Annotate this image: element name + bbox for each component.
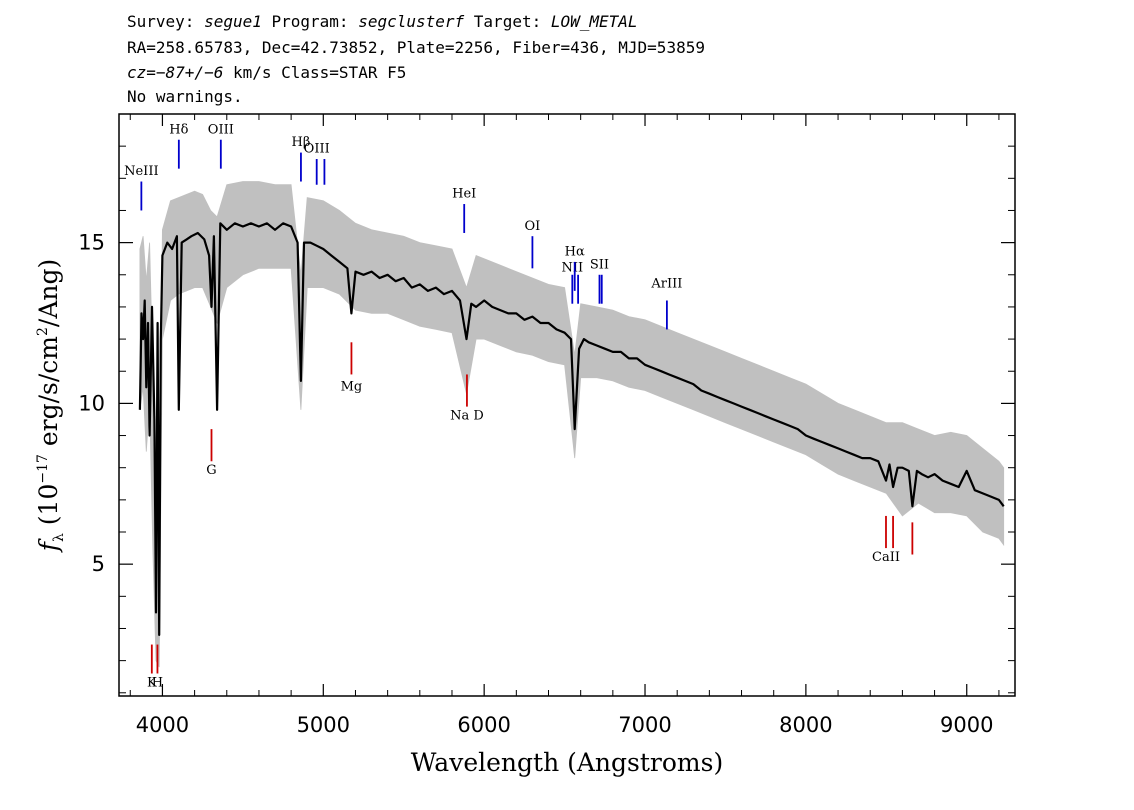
- x-tick-label: 8000: [779, 713, 832, 737]
- absorption-line-label: CaII: [872, 550, 900, 565]
- x-tick-label: 5000: [297, 713, 350, 737]
- emission-line-label: Hα: [565, 244, 585, 259]
- flux-line: [138, 222, 1005, 637]
- survey-label: Survey:: [127, 12, 205, 31]
- y-title-mid: erg/s/cm: [34, 336, 63, 454]
- emission-line-label: Hδ: [169, 122, 188, 137]
- absorption-line-label: Mg: [341, 380, 363, 395]
- y-axis-title: fλ (10−17 erg/s/cm2/Ang): [34, 259, 67, 554]
- y-tick-label: 10: [78, 391, 105, 415]
- program-value: segclusterf: [358, 12, 465, 31]
- emission-line-label: NII: [561, 261, 583, 276]
- header-line-3: cz=−87+/−6 km/s Class=STAR F5: [127, 65, 406, 81]
- header-line-1: Survey: segue1 Program: segclusterf Targ…: [127, 14, 638, 30]
- emission-line-label: SII: [590, 257, 609, 272]
- absorption-line-label: H: [152, 675, 163, 690]
- target-label: Target:: [464, 12, 551, 31]
- y-title-exp: −17: [35, 454, 51, 484]
- header-line-2: RA=258.65783, Dec=42.73852, Plate=2256, …: [127, 38, 705, 57]
- program-label: Program:: [261, 12, 359, 31]
- absorption-line-label: G: [206, 463, 216, 478]
- cz-value: =−87+/−6: [146, 63, 224, 82]
- error-band-area: [139, 181, 1005, 668]
- emission-line-label: OIII: [208, 122, 234, 137]
- emission-line-label: ArIII: [650, 277, 682, 292]
- x-tick-label: 7000: [618, 713, 671, 737]
- absorption-line-label: Na D: [450, 408, 484, 423]
- y-title-sub: λ: [51, 533, 67, 542]
- emission-line-label: Hβ: [292, 135, 311, 150]
- survey-value: segue1: [204, 12, 262, 31]
- y-title-sq: 2: [35, 327, 51, 336]
- y-tick-label: 15: [78, 231, 105, 255]
- y-tick-label: 5: [92, 552, 105, 576]
- header-line-4: No warnings.: [127, 87, 243, 106]
- plot-frame: [118, 113, 1016, 697]
- x-axis-title: Wavelength (Angstroms): [411, 748, 723, 777]
- x-tick-label: 6000: [457, 713, 510, 737]
- target-value: LOW_METAL: [550, 12, 638, 31]
- cz-label: cz: [127, 63, 147, 82]
- absorption-line-label: K: [147, 675, 157, 690]
- flux-series: [138, 222, 1005, 637]
- emission-line-label: HeI: [452, 187, 476, 202]
- cz-units-class: km/s Class=STAR F5: [223, 63, 407, 82]
- emission-line-label: OI: [525, 219, 541, 234]
- emission-line-label: OIII: [304, 142, 330, 157]
- y-title-f: f: [34, 538, 63, 553]
- x-tick-label: 4000: [136, 713, 189, 737]
- x-tick-label: 9000: [940, 713, 993, 737]
- emission-line-label: NeIII: [124, 164, 158, 179]
- y-title-pre: (10: [34, 484, 63, 534]
- y-title-post: /Ang): [34, 259, 63, 327]
- error-band: [139, 181, 1005, 668]
- axis-ticks: 4000 5000 6000 7000 8000 9000 5 10 15: [78, 113, 1015, 737]
